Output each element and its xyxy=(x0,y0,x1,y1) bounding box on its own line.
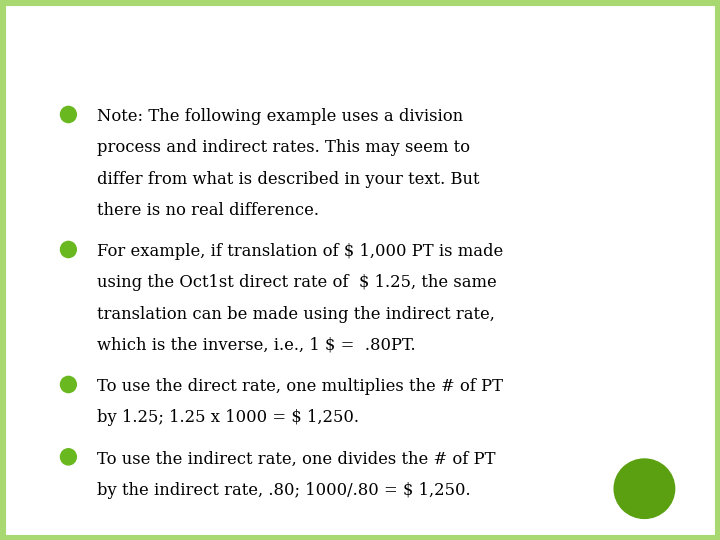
Text: there is no real difference.: there is no real difference. xyxy=(97,202,319,219)
Text: using the Oct1st direct rate of  $ 1.25, the same: using the Oct1st direct rate of $ 1.25, … xyxy=(97,274,497,291)
Text: by the indirect rate, .80; 1000/.80 = $ 1,250.: by the indirect rate, .80; 1000/.80 = $ … xyxy=(97,482,471,498)
Text: which is the inverse, i.e., 1 $ =  .80PT.: which is the inverse, i.e., 1 $ = .80PT. xyxy=(97,337,416,354)
Text: translation can be made using the indirect rate,: translation can be made using the indire… xyxy=(97,306,495,322)
Text: To use the indirect rate, one divides the # of PT: To use the indirect rate, one divides th… xyxy=(97,450,495,467)
Text: process and indirect rates. This may seem to: process and indirect rates. This may see… xyxy=(97,139,470,156)
Text: Note: The following example uses a division: Note: The following example uses a divis… xyxy=(97,108,464,125)
Text: by 1.25; 1.25 x 1000 = $ 1,250.: by 1.25; 1.25 x 1000 = $ 1,250. xyxy=(97,409,359,426)
Text: For example, if translation of $ 1,000 PT is made: For example, if translation of $ 1,000 P… xyxy=(97,243,503,260)
Text: To use the direct rate, one multiplies the # of PT: To use the direct rate, one multiplies t… xyxy=(97,378,503,395)
Text: differ from what is described in your text. But: differ from what is described in your te… xyxy=(97,171,480,187)
